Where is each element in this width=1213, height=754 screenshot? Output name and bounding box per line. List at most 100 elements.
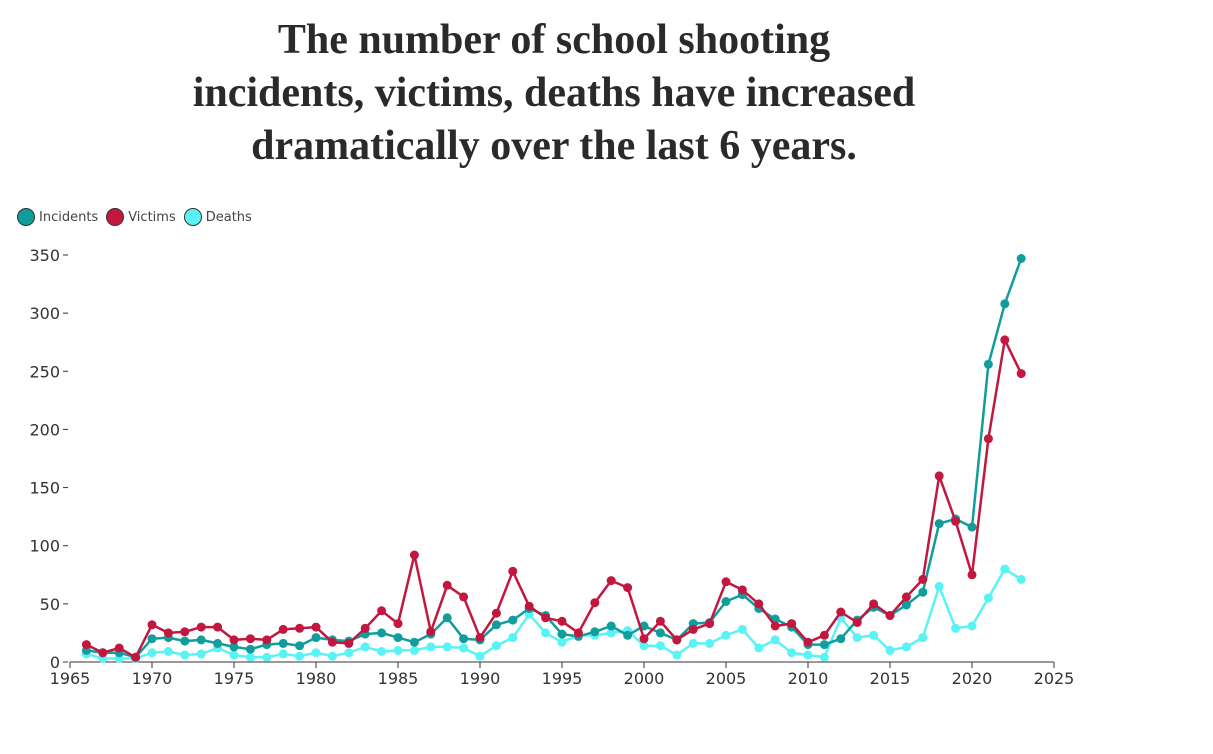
data-point-deaths[interactable] [951,623,961,633]
data-point-deaths[interactable] [327,651,337,661]
data-point-incidents[interactable] [377,628,387,638]
data-point-incidents[interactable] [409,637,419,647]
data-point-deaths[interactable] [901,642,911,652]
data-point-deaths[interactable] [262,652,272,662]
data-point-deaths[interactable] [377,647,387,656]
data-point-victims[interactable] [180,627,190,637]
data-point-incidents[interactable] [1016,254,1026,263]
data-point-incidents[interactable] [245,644,255,654]
data-point-incidents[interactable] [491,620,501,630]
data-point-deaths[interactable] [787,648,797,658]
data-point-incidents[interactable] [442,613,452,623]
data-point-victims[interactable] [590,598,600,608]
legend-item-victims[interactable]: Victims [106,208,176,226]
data-point-deaths[interactable] [491,641,501,651]
data-point-victims[interactable] [114,643,124,653]
data-point-deaths[interactable] [983,593,993,603]
data-point-victims[interactable] [1000,335,1010,345]
data-point-victims[interactable] [475,633,485,643]
data-point-deaths[interactable] [819,652,829,662]
data-point-victims[interactable] [131,652,141,662]
data-point-incidents[interactable] [967,522,977,532]
data-point-deaths[interactable] [557,637,567,647]
data-point-deaths[interactable] [278,649,288,659]
data-point-victims[interactable] [655,616,665,626]
data-point-deaths[interactable] [508,633,518,643]
data-point-incidents[interactable] [918,587,928,597]
data-point-incidents[interactable] [508,615,518,625]
data-point-victims[interactable] [623,583,633,593]
data-point-incidents[interactable] [721,597,731,606]
data-point-incidents[interactable] [557,629,567,639]
data-point-deaths[interactable] [541,628,551,638]
data-point-deaths[interactable] [754,643,764,653]
data-point-incidents[interactable] [278,638,288,648]
data-point-victims[interactable] [98,648,108,658]
data-point-victims[interactable] [885,611,895,620]
data-point-incidents[interactable] [934,519,944,529]
data-point-victims[interactable] [557,616,567,626]
data-point-deaths[interactable] [163,647,173,656]
data-point-deaths[interactable] [705,638,715,648]
data-point-victims[interactable] [360,623,370,633]
data-point-deaths[interactable] [852,633,862,643]
data-point-deaths[interactable] [180,650,190,660]
data-point-victims[interactable] [426,627,436,637]
data-point-incidents[interactable] [229,642,239,652]
data-point-victims[interactable] [672,635,682,645]
data-point-victims[interactable] [377,606,387,616]
data-point-incidents[interactable] [623,630,633,640]
data-point-incidents[interactable] [311,633,321,643]
data-point-victims[interactable] [918,574,928,584]
data-point-victims[interactable] [213,622,223,632]
data-point-deaths[interactable] [639,641,649,651]
data-point-victims[interactable] [934,471,944,481]
data-point-victims[interactable] [819,630,829,640]
data-point-deaths[interactable] [803,650,813,660]
data-point-incidents[interactable] [213,638,223,648]
data-point-deaths[interactable] [1000,564,1010,574]
data-point-victims[interactable] [983,434,993,444]
data-point-incidents[interactable] [1000,299,1010,309]
data-point-deaths[interactable] [1016,574,1026,584]
data-point-deaths[interactable] [196,649,206,659]
data-point-deaths[interactable] [934,581,944,591]
data-point-deaths[interactable] [606,628,616,638]
data-point-incidents[interactable] [393,633,403,643]
data-point-incidents[interactable] [196,635,206,645]
data-point-incidents[interactable] [606,621,616,631]
data-point-deaths[interactable] [885,645,895,655]
data-point-deaths[interactable] [311,648,321,658]
data-point-victims[interactable] [81,640,91,650]
data-point-incidents[interactable] [180,636,190,646]
data-point-deaths[interactable] [655,641,665,651]
data-point-deaths[interactable] [475,651,485,661]
data-point-incidents[interactable] [836,634,846,644]
data-point-victims[interactable] [787,619,797,629]
data-point-victims[interactable] [852,618,862,627]
data-point-deaths[interactable] [426,642,436,652]
data-point-incidents[interactable] [459,634,469,644]
data-point-victims[interactable] [737,585,747,595]
data-point-victims[interactable] [1016,369,1026,379]
data-point-deaths[interactable] [688,638,698,648]
data-point-deaths[interactable] [672,650,682,660]
data-point-deaths[interactable] [229,650,239,660]
data-point-victims[interactable] [459,592,469,602]
data-point-victims[interactable] [327,637,337,647]
legend-item-incidents[interactable]: Incidents [17,208,98,226]
data-point-victims[interactable] [409,550,419,560]
data-point-victims[interactable] [147,620,157,630]
data-point-deaths[interactable] [721,630,731,640]
data-point-deaths[interactable] [344,648,354,658]
data-point-incidents[interactable] [295,641,305,651]
data-point-deaths[interactable] [442,642,452,652]
data-point-incidents[interactable] [901,600,911,610]
data-point-victims[interactable] [344,638,354,648]
data-point-victims[interactable] [606,576,616,586]
data-point-deaths[interactable] [245,652,255,662]
data-point-incidents[interactable] [590,627,600,637]
data-point-victims[interactable] [196,622,206,632]
data-point-deaths[interactable] [967,621,977,631]
legend-item-deaths[interactable]: Deaths [183,208,252,226]
